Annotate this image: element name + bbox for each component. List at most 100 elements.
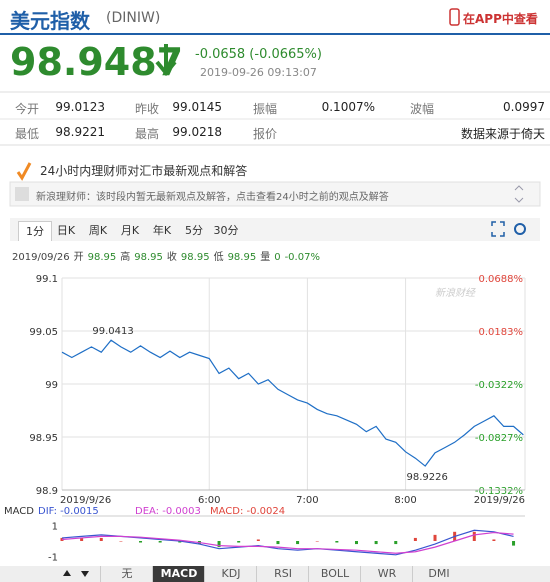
macd-bar xyxy=(413,537,417,541)
tab-bar xyxy=(10,218,540,241)
macd-bar xyxy=(80,537,84,541)
macd-bar xyxy=(354,541,358,545)
period-tab[interactable]: 周K xyxy=(88,224,108,237)
quote-change: -0.07% xyxy=(284,252,320,263)
quote-value: 0 xyxy=(274,252,281,263)
y-tick-label: -1 xyxy=(48,552,58,563)
time: 2019-09-26 09:13:07 xyxy=(200,66,317,79)
quote-date: 2019/09/26 xyxy=(12,252,70,263)
stat-value: 99.0218 xyxy=(172,125,222,139)
macd-bar xyxy=(276,541,280,545)
x-tick-label: 6:00 xyxy=(198,495,220,506)
indicator-tab[interactable]: 无 xyxy=(100,566,153,582)
quote-label: 收 xyxy=(166,252,177,263)
period-tab[interactable]: 月K xyxy=(120,224,140,237)
y2-tick-label: -0.0322% xyxy=(475,380,523,391)
price: 98.9487 xyxy=(10,40,184,84)
check-icon xyxy=(16,162,32,181)
avatar xyxy=(15,187,29,201)
stat-label: 最高 xyxy=(135,127,160,141)
phone-icon xyxy=(449,8,460,26)
stat-label: 最低 xyxy=(15,127,40,141)
change: -0.0658 (-0.0665%) xyxy=(195,47,322,62)
macd-bar xyxy=(256,539,260,541)
y-tick-label: 99.1 xyxy=(36,274,58,285)
macd-line xyxy=(61,531,514,554)
notice[interactable]: 新浪理财师：该时段内暂无最新观点及解答，点击查看24小时之前的观点及解答 xyxy=(36,192,389,203)
macd-bar xyxy=(394,541,398,545)
indicator-tab[interactable]: RSI xyxy=(256,566,309,582)
banner[interactable]: 24小时内理财师对汇市最新观点和解答 xyxy=(40,164,248,178)
macd-bar xyxy=(296,541,300,545)
quote-label: 高 xyxy=(120,252,131,263)
quote-value: 98.95 xyxy=(134,252,163,263)
stat-label: 今开 xyxy=(15,102,40,116)
y2-tick-label: -0.0827% xyxy=(475,433,523,444)
header-rule xyxy=(0,33,550,35)
macd-bar xyxy=(99,537,103,541)
period-tab[interactable]: 日K xyxy=(56,224,76,237)
y2-tick-label: -0.1332% xyxy=(475,486,523,497)
quote-value: 98.95 xyxy=(87,252,117,263)
y2-tick-label: 0.0688% xyxy=(479,274,524,285)
x-tick-label: 2019/9/26 xyxy=(60,495,111,506)
annotation: 99.0413 xyxy=(92,326,133,337)
macd-bar xyxy=(217,541,221,548)
x-tick-label: 8:00 xyxy=(394,495,416,506)
indicator-tab[interactable]: MACD xyxy=(152,566,205,582)
stat-value: 99.0145 xyxy=(172,100,222,114)
stat-value: 99.0123 xyxy=(55,100,105,114)
macd-bar xyxy=(335,541,339,543)
fullscreen-icon[interactable] xyxy=(491,221,505,237)
macd-title: MACD xyxy=(4,506,34,517)
settings-icon[interactable] xyxy=(514,223,526,235)
macd-bar xyxy=(178,541,182,543)
title: 美元指数 xyxy=(10,9,90,33)
period-tab[interactable]: 年K xyxy=(152,224,172,237)
period-tab[interactable]: 5分 xyxy=(185,224,203,237)
y-tick-label: 98.9 xyxy=(36,486,58,497)
macd-line xyxy=(61,529,514,556)
macd-bar xyxy=(119,541,123,542)
macd-bar xyxy=(374,541,378,545)
indicator-tab[interactable]: DMI xyxy=(412,566,465,582)
macd-bar xyxy=(512,541,516,546)
stat-value: 98.9221 xyxy=(55,125,105,139)
up-button[interactable] xyxy=(63,570,71,576)
indicator-tab[interactable]: WR xyxy=(360,566,413,582)
indicator-tab[interactable]: KDJ xyxy=(204,566,257,582)
down-arrow xyxy=(155,44,177,77)
stat-label: 波幅 xyxy=(410,102,435,116)
macd-bar xyxy=(237,541,241,543)
stat-label: 昨收 xyxy=(135,102,160,116)
y-tick-label: 98.95 xyxy=(29,433,58,444)
scroll-arrows[interactable] xyxy=(514,185,524,203)
y2-tick-label: 0.0183% xyxy=(479,327,524,338)
quote-label: 开 xyxy=(73,252,84,263)
legend-entry: DIF: -0.0015 xyxy=(38,506,99,517)
period-tab[interactable]: 1分 xyxy=(18,221,52,241)
period-tab[interactable]: 30分 xyxy=(213,224,239,237)
stat-label: 报价 xyxy=(253,127,278,141)
down-button[interactable] xyxy=(81,571,89,577)
indicator-tab[interactable]: BOLL xyxy=(308,566,361,582)
app-link[interactable]: 在APP中查看 xyxy=(463,12,538,26)
stat-value: 0.1007% xyxy=(321,100,375,114)
stat-value: 0.0997 xyxy=(503,100,545,114)
x-tick-label: 7:00 xyxy=(296,495,318,506)
watermark: 新浪财经 xyxy=(435,287,476,299)
quote-value: 98.95 xyxy=(180,252,210,263)
y-tick-label: 1 xyxy=(52,522,58,533)
macd-bar xyxy=(315,541,319,542)
notice-box xyxy=(9,181,541,207)
macd-bar xyxy=(158,541,162,543)
macd-bar xyxy=(433,534,437,541)
quote-label: 量 xyxy=(260,252,271,263)
quote-label: 低 xyxy=(213,252,224,263)
stat-label: 振幅 xyxy=(253,102,278,116)
macd-bar xyxy=(472,531,476,541)
legend-entry: MACD: -0.0024 xyxy=(210,506,285,517)
x-tick-label: 2019/9/26 xyxy=(474,495,525,506)
